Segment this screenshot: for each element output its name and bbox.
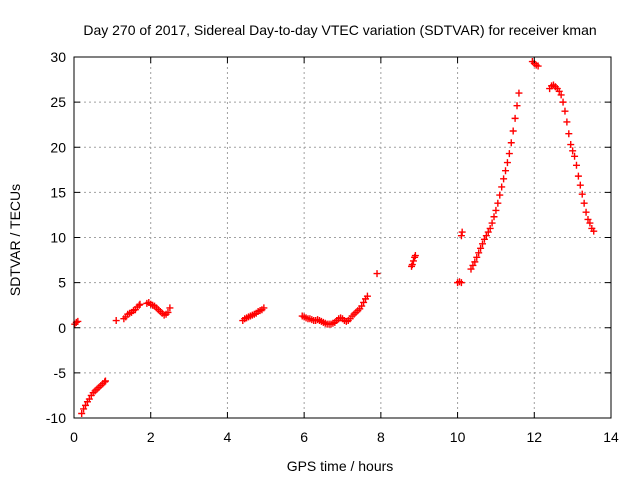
data-point bbox=[101, 378, 109, 386]
data-point bbox=[457, 232, 465, 240]
x-tick-label: 8 bbox=[377, 429, 385, 445]
data-point bbox=[85, 395, 93, 403]
y-tick-label: 30 bbox=[50, 49, 66, 65]
data-point bbox=[515, 89, 523, 97]
x-tick-label: 0 bbox=[70, 429, 78, 445]
data-point bbox=[411, 252, 419, 260]
data-points bbox=[71, 58, 598, 417]
data-point bbox=[80, 405, 88, 413]
data-point bbox=[571, 152, 579, 160]
data-point bbox=[513, 102, 521, 110]
data-point bbox=[486, 224, 494, 232]
x-tick-label: 14 bbox=[603, 429, 619, 445]
chart-title: Day 270 of 2017, Sidereal Day-to-day VTE… bbox=[83, 22, 596, 38]
x-tick-label: 6 bbox=[300, 429, 308, 445]
data-point bbox=[363, 292, 371, 300]
y-tick-label: 25 bbox=[50, 94, 66, 110]
axis-ticks: 0 2 4 6 8 10 12 14 -10 -5 0 5 10 15 20 25 30 bbox=[46, 49, 619, 445]
data-point bbox=[584, 215, 592, 223]
data-point bbox=[567, 141, 575, 149]
data-point bbox=[586, 219, 594, 227]
data-point bbox=[492, 206, 500, 214]
data-point bbox=[555, 87, 563, 95]
data-point bbox=[496, 191, 504, 199]
y-tick-label: -10 bbox=[46, 410, 66, 426]
data-point bbox=[475, 249, 483, 257]
data-point bbox=[557, 91, 565, 99]
data-point bbox=[488, 219, 496, 227]
data-point bbox=[479, 240, 487, 248]
data-point bbox=[490, 213, 498, 221]
data-point bbox=[576, 181, 584, 189]
x-tick-label: 2 bbox=[147, 429, 155, 445]
data-point bbox=[590, 227, 598, 235]
data-point bbox=[572, 161, 580, 169]
data-point bbox=[574, 172, 582, 180]
data-point bbox=[136, 300, 144, 308]
x-tick-label: 10 bbox=[450, 429, 466, 445]
data-point bbox=[408, 261, 416, 269]
data-point bbox=[358, 302, 366, 310]
data-point bbox=[82, 401, 90, 409]
data-point bbox=[480, 235, 488, 243]
data-point bbox=[467, 265, 475, 273]
data-point bbox=[511, 114, 519, 122]
data-point bbox=[135, 301, 143, 309]
y-tick-label: -5 bbox=[54, 365, 67, 381]
data-point bbox=[101, 377, 109, 385]
data-point bbox=[482, 232, 490, 240]
y-axis-label: SDTVAR / TECUs bbox=[7, 184, 23, 296]
data-point bbox=[484, 228, 492, 236]
data-point bbox=[578, 190, 586, 198]
data-point bbox=[477, 244, 485, 252]
data-point bbox=[164, 308, 172, 316]
y-tick-label: 15 bbox=[50, 184, 66, 200]
data-point bbox=[500, 175, 508, 183]
data-point bbox=[582, 208, 590, 216]
data-point bbox=[360, 298, 368, 306]
x-tick-label: 4 bbox=[224, 429, 232, 445]
data-point bbox=[498, 183, 506, 191]
data-point bbox=[78, 409, 86, 417]
x-tick-label: 12 bbox=[526, 429, 542, 445]
x-axis-label: GPS time / hours bbox=[287, 458, 394, 474]
data-point bbox=[260, 304, 268, 312]
y-tick-label: 0 bbox=[58, 320, 66, 336]
data-point bbox=[509, 127, 517, 135]
data-point bbox=[503, 159, 511, 167]
data-point bbox=[494, 199, 502, 207]
data-point bbox=[166, 304, 174, 312]
y-tick-label: 20 bbox=[50, 139, 66, 155]
data-point bbox=[507, 139, 515, 147]
data-point bbox=[112, 317, 120, 325]
data-point bbox=[458, 228, 466, 236]
data-point bbox=[505, 150, 513, 158]
y-tick-label: 10 bbox=[50, 230, 66, 246]
data-point bbox=[373, 270, 381, 278]
data-point bbox=[471, 258, 479, 266]
data-point bbox=[469, 261, 477, 269]
y-tick-label: 5 bbox=[58, 275, 66, 291]
data-point bbox=[559, 98, 567, 106]
grid bbox=[74, 57, 611, 418]
data-point bbox=[74, 317, 82, 325]
data-point bbox=[534, 62, 542, 70]
data-point bbox=[580, 199, 588, 207]
data-point bbox=[457, 279, 465, 287]
data-point bbox=[563, 118, 571, 126]
data-point bbox=[473, 253, 481, 261]
data-point bbox=[502, 167, 510, 175]
data-point bbox=[565, 130, 573, 138]
data-point bbox=[569, 147, 577, 155]
data-point bbox=[561, 107, 569, 115]
data-point bbox=[409, 257, 417, 265]
